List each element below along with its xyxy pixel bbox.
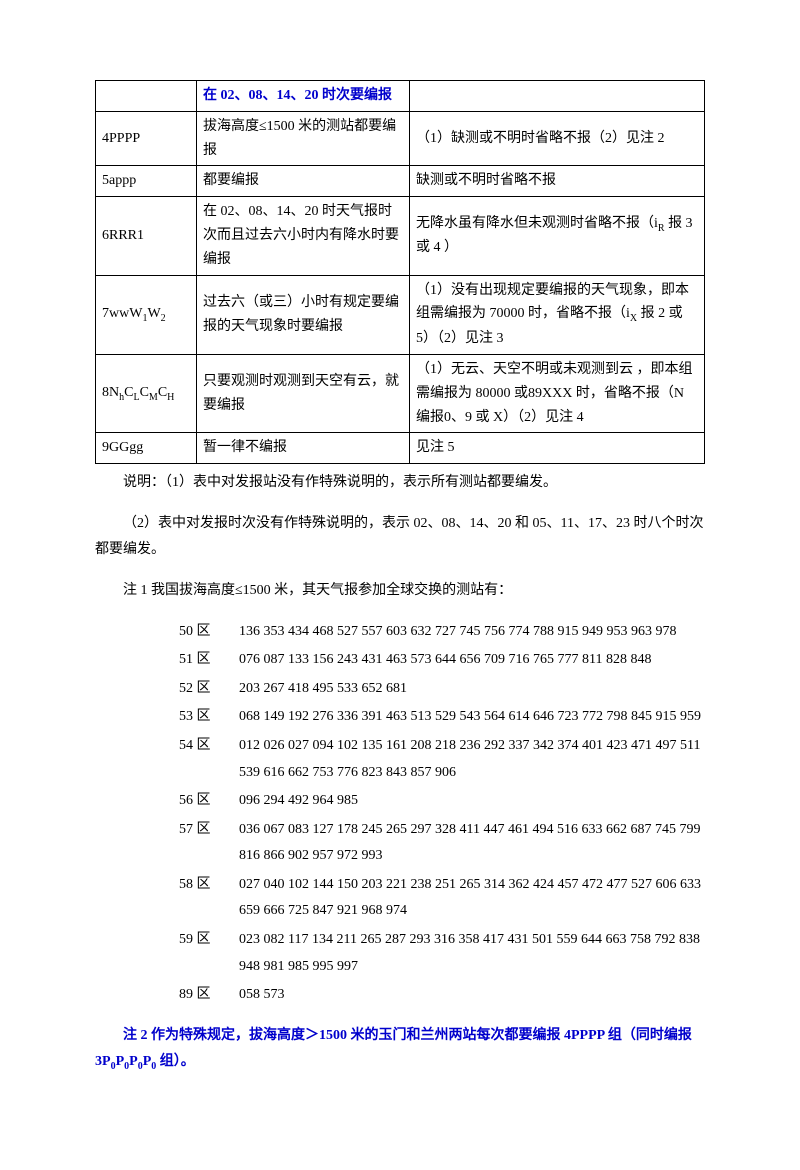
zone-numbers: 058 573 [239,982,705,1009]
condition-cell: 都要编报 [197,166,410,197]
code-cell [96,81,197,112]
zone-numbers: 068 149 192 276 336 391 463 513 529 543 … [239,704,705,731]
zone-numbers: 036 067 083 127 178 245 265 297 328 411 … [239,817,705,870]
zone-label: 89 区 [179,982,239,1009]
note-2: 注 2 作为特殊规定，拔海高度＞1500 米的玉门和兰州两站每次都要编报 4PP… [95,1023,705,1076]
zone-label: 50 区 [179,619,239,646]
zone-row: 53 区068 149 192 276 336 391 463 513 529 … [179,704,705,731]
condition-cell: 拔海高度≤1500 米的测站都要编报 [197,111,410,166]
zone-row: 51 区076 087 133 156 243 431 463 573 644 … [179,647,705,674]
remark-cell: （1）没有出现规定要编报的天气现象，即本组需编报为 70000 时，省略不报（i… [410,275,705,354]
zone-row: 54 区012 026 027 094 102 135 161 208 218 … [179,733,705,786]
remark-cell: 缺测或不明时省略不报 [410,166,705,197]
zone-row: 52 区203 267 418 495 533 652 681 [179,676,705,703]
zone-label: 51 区 [179,647,239,674]
code-cell: 8NhCLCMCH [96,354,197,432]
remark-cell: 见注 5 [410,433,705,464]
zone-numbers: 076 087 133 156 243 431 463 573 644 656 … [239,647,705,674]
zone-row: 50 区136 353 434 468 527 557 603 632 727 … [179,619,705,646]
code-cell: 9GGgg [96,433,197,464]
zone-numbers: 136 353 434 468 527 557 603 632 727 745 … [239,619,705,646]
zone-label: 58 区 [179,872,239,899]
condition-cell: 在 02、08、14、20 时次要编报 [197,81,410,112]
zone-label: 57 区 [179,817,239,844]
zone-label: 54 区 [179,733,239,760]
zone-row: 56 区096 294 492 964 985 [179,788,705,815]
zone-numbers: 096 294 492 964 985 [239,788,705,815]
zone-label: 59 区 [179,927,239,954]
rules-table: 在 02、08、14、20 时次要编报4PPPP拔海高度≤1500 米的测站都要… [95,80,705,464]
zone-row: 59 区023 082 117 134 211 265 287 293 316 … [179,927,705,980]
condition-cell: 在 02、08、14、20 时天气报时次而且过去六小时内有降水时要编报 [197,197,410,275]
code-cell: 4PPPP [96,111,197,166]
condition-cell: 过去六（或三）小时有规定要编报的天气现象时要编报 [197,275,410,354]
remark-cell: （1）缺测或不明时省略不报（2）见注 2 [410,111,705,166]
zone-label: 56 区 [179,788,239,815]
remark-cell: 无降水虽有降水但未观测时省略不报（iR 报 3 或 4 ） [410,197,705,275]
code-cell: 5appp [96,166,197,197]
zone-label: 53 区 [179,704,239,731]
zone-list: 50 区136 353 434 468 527 557 603 632 727 … [179,619,705,1009]
remark-cell: （1）无云、天空不明或未观测到云 ，即本组需编报为 80000 或89XXX 时… [410,354,705,432]
explain-1: 说明：（1）表中对发报站没有作特殊说明的，表示所有测站都要编发。 [123,470,705,497]
zone-numbers: 027 040 102 144 150 203 221 238 251 265 … [239,872,705,925]
zone-label: 52 区 [179,676,239,703]
zone-numbers: 012 026 027 094 102 135 161 208 218 236 … [239,733,705,786]
note-1: 注 1 我国拔海高度≤1500 米，其天气报参加全球交换的测站有： [95,578,705,605]
condition-cell: 暂一律不编报 [197,433,410,464]
code-cell: 7wwW1W2 [96,275,197,354]
zone-row: 58 区027 040 102 144 150 203 221 238 251 … [179,872,705,925]
zone-numbers: 023 082 117 134 211 265 287 293 316 358 … [239,927,705,980]
zone-row: 89 区058 573 [179,982,705,1009]
condition-cell: 只要观测时观测到天空有云，就要编报 [197,354,410,432]
explain-2: （2）表中对发报时次没有作特殊说明的，表示 02、08、14、20 和 05、1… [95,511,705,564]
zone-row: 57 区036 067 083 127 178 245 265 297 328 … [179,817,705,870]
zone-numbers: 203 267 418 495 533 652 681 [239,676,705,703]
code-cell: 6RRR1 [96,197,197,275]
remark-cell [410,81,705,112]
